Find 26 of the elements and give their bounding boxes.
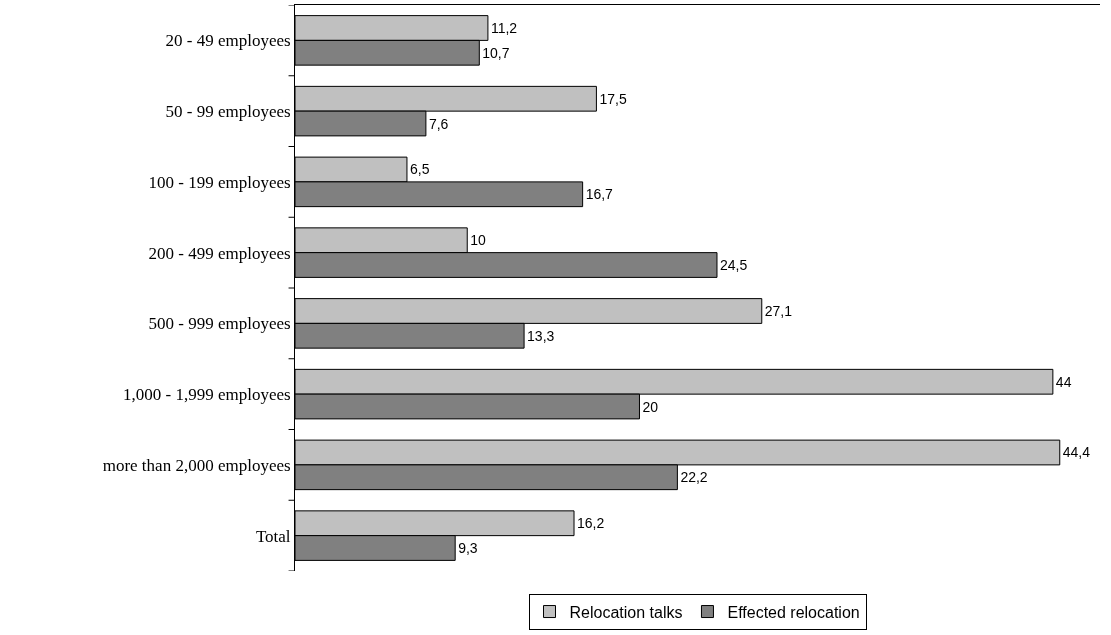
data-label: 17,5 (599, 90, 627, 107)
y-tick-label: 1,000 - 1,999 employees (122, 385, 291, 405)
data-label: 20 (642, 398, 659, 415)
legend-label: Relocation talks (569, 603, 683, 621)
data-label: 24,5 (719, 257, 748, 274)
y-tick-label: Total (255, 526, 291, 546)
y-tick-label: 50 - 99 employees (165, 102, 291, 122)
y-tick-label: 100 - 199 employees (148, 172, 291, 192)
y-tick-label: 500 - 999 employees (148, 314, 291, 334)
y-tick-label: more than 2,000 employees (102, 455, 291, 475)
data-label: 44,4 (1062, 444, 1091, 461)
data-label: 7,6 (428, 115, 449, 132)
data-label: 16,2 (577, 515, 605, 532)
data-label: 16,7 (585, 186, 614, 203)
data-label: 27,1 (764, 302, 793, 319)
data-label: 10 (470, 232, 487, 249)
data-label: 22,2 (680, 469, 708, 486)
data-label: 11,2 (490, 20, 518, 36)
data-label: 6,5 (409, 161, 430, 178)
data-label: 9,3 (458, 540, 478, 557)
data-label: 44 (1055, 373, 1072, 390)
data-label: 13,3 (527, 327, 555, 344)
legend-label: Effected relocation (727, 603, 860, 621)
y-tick-label: 20 - 49 employees (165, 31, 291, 51)
y-tick-label: 200 - 499 employees (148, 243, 291, 263)
data-label: 10,7 (482, 44, 510, 61)
